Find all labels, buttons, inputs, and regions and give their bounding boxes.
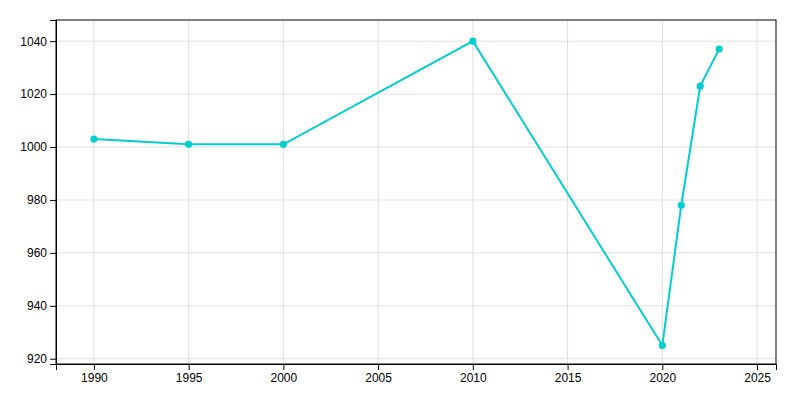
tick: 920 <box>27 352 56 366</box>
grid-line-y <box>56 147 776 148</box>
tick-mark <box>50 200 56 201</box>
point <box>469 38 476 45</box>
tick: 2000 <box>271 364 298 385</box>
tick-mark <box>50 147 56 148</box>
tick-mark <box>94 364 95 370</box>
plot: 1990 1995 2000 2005 2010 2015 2020 2025 920 940 96… <box>20 20 776 385</box>
tick-mark <box>50 306 56 307</box>
point <box>280 141 287 148</box>
grid-line-x <box>93 20 94 364</box>
tick-label: 960 <box>27 246 47 260</box>
tick-mark <box>568 364 569 370</box>
tick-label: 2015 <box>555 371 582 385</box>
grid-line-y <box>56 41 776 42</box>
tick: 1995 <box>176 364 203 385</box>
grid-line-x <box>378 20 379 364</box>
tick-label: 1995 <box>176 371 203 385</box>
tick-mark <box>757 364 758 370</box>
tick-label: 2025 <box>744 371 771 385</box>
grid-line-x <box>662 20 663 364</box>
tick-mark <box>283 364 284 370</box>
tick-mark <box>50 41 56 42</box>
grid-line-x <box>757 20 758 364</box>
tick: 1990 <box>81 364 108 385</box>
tick-mark <box>50 94 56 95</box>
grid-line-y <box>56 199 776 200</box>
tick-label: 980 <box>27 193 47 207</box>
tick-mark <box>378 364 379 370</box>
grid-line-y <box>56 358 776 359</box>
marks <box>90 38 722 349</box>
tick-mark <box>50 253 56 254</box>
x-axis: 1990 1995 2000 2005 2010 2015 2020 2025 <box>57 364 777 385</box>
tick-label: 1020 <box>20 87 47 101</box>
axis-line <box>50 21 57 365</box>
plot-frame <box>56 20 776 364</box>
point <box>90 136 97 143</box>
tick-label: 920 <box>27 352 47 366</box>
grid <box>56 20 776 364</box>
grid-line-x <box>283 20 284 364</box>
point <box>678 202 685 209</box>
line <box>94 41 719 345</box>
tick: 980 <box>27 193 56 207</box>
tick-mark <box>50 359 56 360</box>
tick: 1040 <box>20 35 56 49</box>
tick: 2005 <box>365 364 392 385</box>
tick-label: 940 <box>27 299 47 313</box>
tick-mark <box>473 364 474 370</box>
axis-line <box>57 365 777 371</box>
tick: 1020 <box>20 87 56 101</box>
chart: 1990 1995 2000 2005 2010 2015 2020 2025 920 940 96… <box>0 0 800 400</box>
grid-line-x <box>472 20 473 364</box>
point <box>185 141 192 148</box>
point <box>716 46 723 53</box>
grid-line-y <box>56 94 776 95</box>
tick-label: 1040 <box>20 35 47 49</box>
tick: 940 <box>27 299 56 313</box>
point <box>659 342 666 349</box>
tick: 960 <box>27 246 56 260</box>
tick: 2010 <box>460 364 487 385</box>
tick-label: 2000 <box>271 371 298 385</box>
grid-line-y <box>56 252 776 253</box>
grid-line-x <box>188 20 189 364</box>
tick-label: 1000 <box>20 140 47 154</box>
y-axis: 920 940 960 980 1000 1020 1040 <box>20 21 56 367</box>
point <box>697 83 704 90</box>
tick-label: 2010 <box>460 371 487 385</box>
tick: 1000 <box>20 140 56 154</box>
tick-mark <box>662 364 663 370</box>
tick-label: 2020 <box>649 371 676 385</box>
tick-mark <box>189 364 190 370</box>
tick: 2020 <box>649 364 676 385</box>
tick: 2015 <box>555 364 582 385</box>
tick: 2025 <box>744 364 771 385</box>
tick-label: 1990 <box>81 371 108 385</box>
tick-label: 2005 <box>365 371 392 385</box>
